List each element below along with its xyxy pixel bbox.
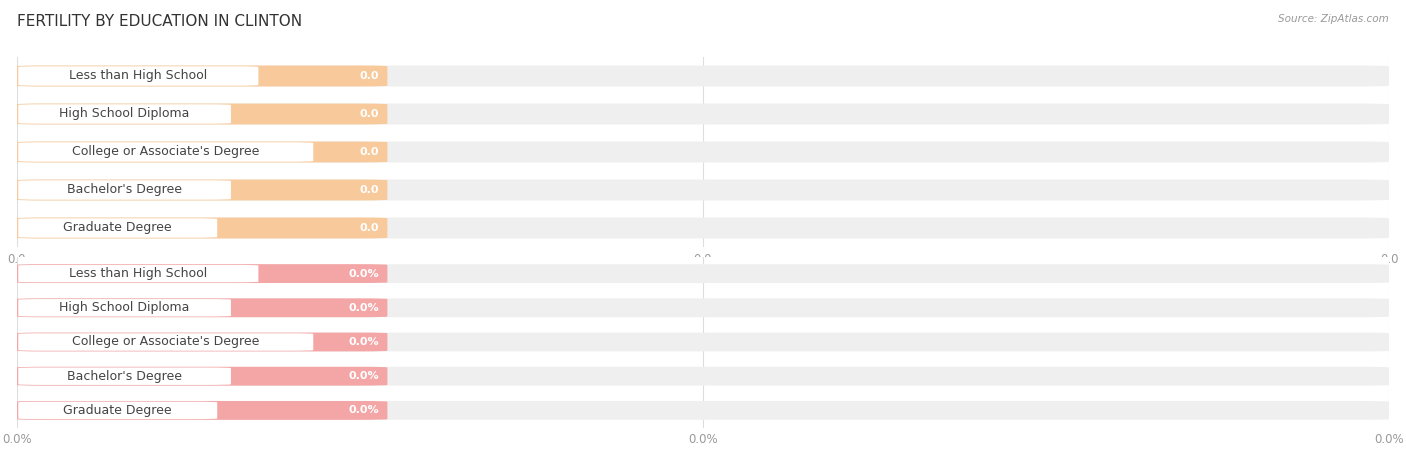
Text: 0.0%: 0.0% <box>349 337 380 347</box>
Text: Bachelor's Degree: Bachelor's Degree <box>67 183 183 197</box>
Text: Source: ZipAtlas.com: Source: ZipAtlas.com <box>1278 14 1389 24</box>
Text: Bachelor's Degree: Bachelor's Degree <box>67 370 183 383</box>
Text: 0.0: 0.0 <box>360 71 380 81</box>
FancyBboxPatch shape <box>17 66 1389 86</box>
Text: 0.0%: 0.0% <box>349 303 380 313</box>
Text: 0.0%: 0.0% <box>349 371 380 381</box>
FancyBboxPatch shape <box>18 299 231 316</box>
Text: College or Associate's Degree: College or Associate's Degree <box>72 145 260 159</box>
Text: 0.0: 0.0 <box>360 147 380 157</box>
FancyBboxPatch shape <box>17 104 1389 124</box>
Text: College or Associate's Degree: College or Associate's Degree <box>72 335 260 349</box>
FancyBboxPatch shape <box>17 298 1389 317</box>
FancyBboxPatch shape <box>18 402 217 419</box>
FancyBboxPatch shape <box>18 368 231 385</box>
FancyBboxPatch shape <box>18 142 314 162</box>
FancyBboxPatch shape <box>17 142 388 162</box>
FancyBboxPatch shape <box>17 401 1389 420</box>
FancyBboxPatch shape <box>18 218 217 238</box>
FancyBboxPatch shape <box>18 265 259 282</box>
FancyBboxPatch shape <box>17 180 388 200</box>
Text: 0.0: 0.0 <box>360 223 380 233</box>
Text: High School Diploma: High School Diploma <box>59 301 190 314</box>
FancyBboxPatch shape <box>17 104 388 124</box>
Text: Less than High School: Less than High School <box>69 267 208 280</box>
FancyBboxPatch shape <box>17 218 1389 238</box>
Text: 0.0%: 0.0% <box>349 268 380 279</box>
FancyBboxPatch shape <box>17 264 1389 283</box>
FancyBboxPatch shape <box>18 104 231 124</box>
FancyBboxPatch shape <box>17 218 388 238</box>
Text: Graduate Degree: Graduate Degree <box>63 404 172 417</box>
FancyBboxPatch shape <box>17 180 1389 200</box>
FancyBboxPatch shape <box>17 367 1389 386</box>
FancyBboxPatch shape <box>17 367 388 386</box>
FancyBboxPatch shape <box>17 332 1389 352</box>
FancyBboxPatch shape <box>18 333 314 351</box>
FancyBboxPatch shape <box>17 298 388 317</box>
FancyBboxPatch shape <box>17 332 388 352</box>
Text: FERTILITY BY EDUCATION IN CLINTON: FERTILITY BY EDUCATION IN CLINTON <box>17 14 302 29</box>
Text: Less than High School: Less than High School <box>69 69 208 83</box>
Text: High School Diploma: High School Diploma <box>59 107 190 121</box>
FancyBboxPatch shape <box>17 401 388 420</box>
Text: 0.0%: 0.0% <box>349 405 380 416</box>
FancyBboxPatch shape <box>17 142 1389 162</box>
FancyBboxPatch shape <box>17 264 388 283</box>
Text: 0.0: 0.0 <box>360 109 380 119</box>
FancyBboxPatch shape <box>18 66 259 85</box>
FancyBboxPatch shape <box>18 180 231 200</box>
Text: 0.0: 0.0 <box>360 185 380 195</box>
FancyBboxPatch shape <box>17 66 388 86</box>
Text: Graduate Degree: Graduate Degree <box>63 221 172 235</box>
